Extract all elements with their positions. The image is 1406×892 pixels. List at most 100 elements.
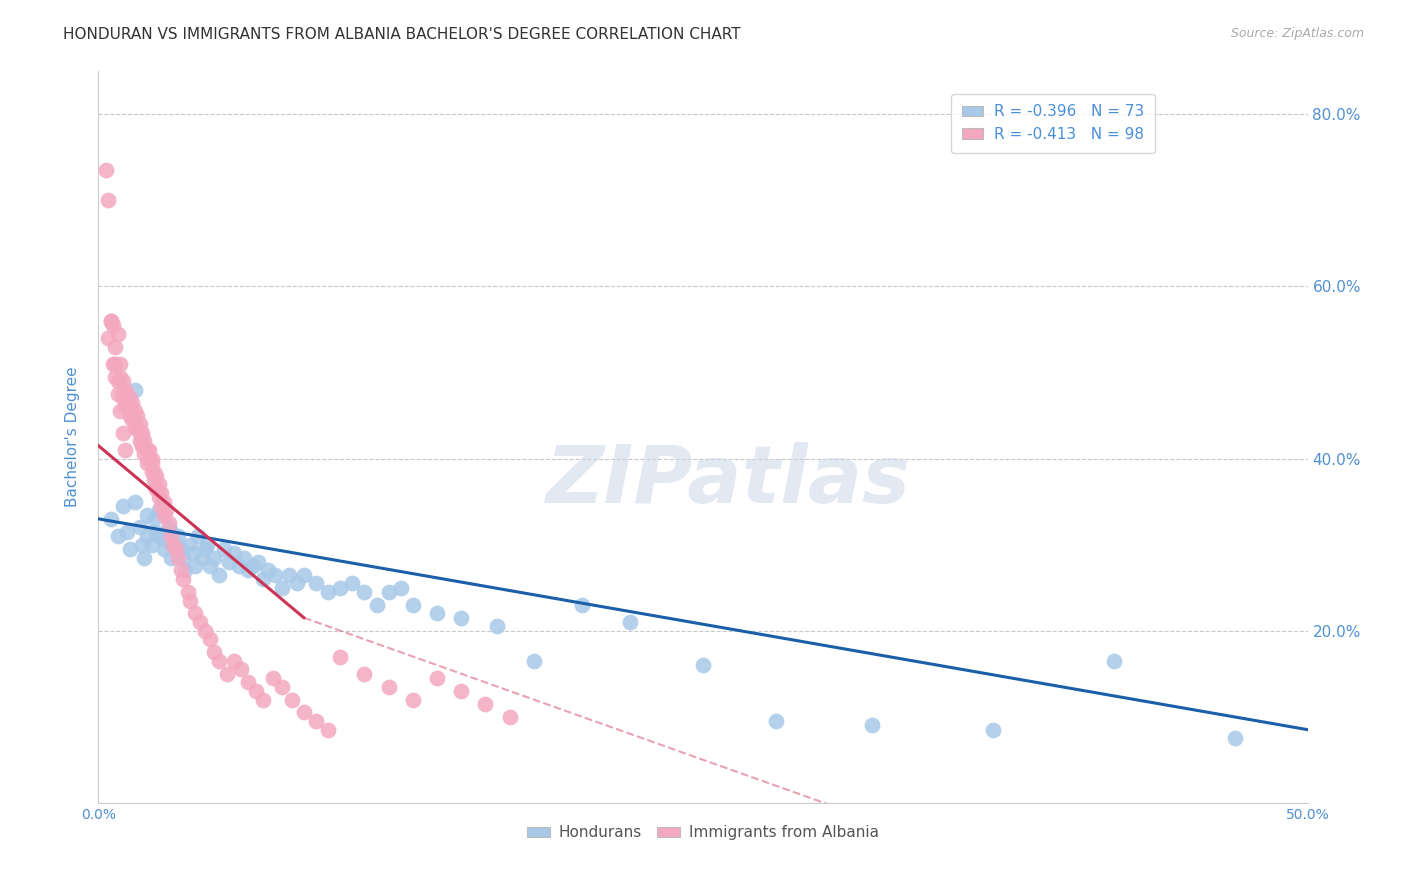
- Point: [160, 550, 183, 565]
- Point: [305, 576, 328, 591]
- Point: [389, 581, 412, 595]
- Point: [118, 409, 141, 423]
- Point: [191, 550, 214, 565]
- Point: [143, 512, 166, 526]
- Point: [145, 482, 167, 496]
- Point: [523, 654, 546, 668]
- Point: [222, 654, 245, 668]
- Point: [150, 499, 173, 513]
- Point: [184, 607, 207, 621]
- Point: [141, 451, 163, 466]
- Point: [114, 383, 136, 397]
- Point: [305, 714, 328, 728]
- Point: [366, 598, 388, 612]
- Point: [498, 710, 520, 724]
- Point: [619, 615, 641, 629]
- Point: [107, 326, 129, 341]
- Point: [155, 533, 177, 548]
- Point: [402, 598, 425, 612]
- Point: [145, 524, 167, 539]
- Point: [981, 723, 1004, 737]
- Point: [285, 576, 308, 591]
- Point: [104, 357, 127, 371]
- Point: [148, 503, 170, 517]
- Point: [187, 529, 209, 543]
- Point: [169, 564, 191, 578]
- Point: [316, 723, 339, 737]
- Point: [107, 387, 129, 401]
- Point: [111, 392, 134, 406]
- Point: [108, 404, 131, 418]
- Point: [94, 163, 117, 178]
- Point: [100, 314, 122, 328]
- Point: [474, 697, 496, 711]
- Point: [450, 684, 472, 698]
- Point: [167, 529, 190, 543]
- Point: [252, 692, 274, 706]
- Text: ZIPatlas: ZIPatlas: [544, 442, 910, 520]
- Point: [264, 567, 287, 582]
- Point: [222, 546, 245, 560]
- Point: [179, 538, 201, 552]
- Point: [131, 538, 153, 552]
- Point: [1223, 731, 1246, 746]
- Point: [238, 675, 260, 690]
- Point: [131, 425, 153, 440]
- Point: [101, 318, 124, 333]
- Point: [148, 477, 170, 491]
- Point: [208, 567, 231, 582]
- Point: [426, 607, 449, 621]
- Point: [150, 486, 173, 500]
- Point: [342, 576, 364, 591]
- Point: [155, 503, 177, 517]
- Point: [228, 559, 250, 574]
- Point: [107, 529, 129, 543]
- Point: [128, 425, 150, 440]
- Point: [486, 619, 509, 633]
- Point: [256, 564, 278, 578]
- Point: [177, 585, 200, 599]
- Point: [278, 567, 301, 582]
- Point: [100, 512, 122, 526]
- Point: [247, 555, 270, 569]
- Point: [114, 400, 136, 414]
- Point: [141, 538, 163, 552]
- Point: [1102, 654, 1125, 668]
- Point: [134, 550, 156, 565]
- Point: [353, 585, 375, 599]
- Point: [860, 718, 883, 732]
- Point: [152, 494, 174, 508]
- Point: [124, 383, 146, 397]
- Point: [138, 442, 160, 457]
- Point: [141, 465, 163, 479]
- Point: [117, 387, 139, 401]
- Point: [169, 541, 191, 556]
- Point: [128, 417, 150, 432]
- Point: [765, 714, 787, 728]
- Point: [179, 593, 201, 607]
- Point: [131, 439, 153, 453]
- Point: [97, 194, 120, 208]
- Point: [108, 369, 131, 384]
- Point: [135, 442, 157, 457]
- Point: [198, 559, 221, 574]
- Point: [135, 508, 157, 522]
- Point: [118, 541, 141, 556]
- Point: [271, 581, 294, 595]
- Point: [111, 374, 134, 388]
- Y-axis label: Bachelor's Degree: Bachelor's Degree: [65, 367, 80, 508]
- Point: [377, 680, 399, 694]
- Point: [135, 529, 157, 543]
- Point: [165, 541, 187, 556]
- Point: [104, 369, 127, 384]
- Point: [117, 524, 139, 539]
- Point: [118, 400, 141, 414]
- Point: [232, 550, 254, 565]
- Point: [104, 340, 127, 354]
- Point: [208, 654, 231, 668]
- Point: [148, 491, 170, 505]
- Point: [281, 692, 304, 706]
- Point: [124, 404, 146, 418]
- Point: [117, 400, 139, 414]
- Point: [292, 706, 315, 720]
